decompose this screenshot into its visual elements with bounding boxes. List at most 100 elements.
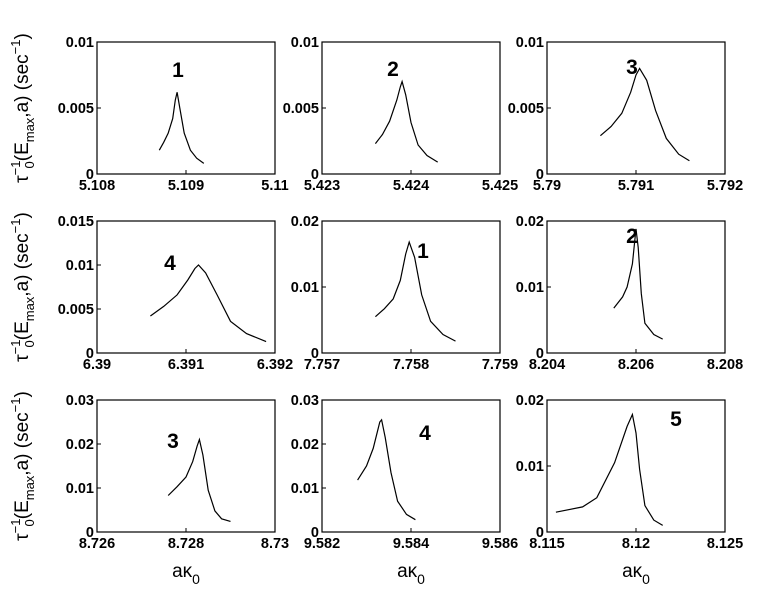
panel-2-frame: [321, 41, 501, 175]
x-tick-label: 5.791: [618, 178, 654, 194]
y-tick-label: 0: [536, 167, 544, 183]
x-axis-labels: aκ0 aκ0 aκ0: [172, 561, 650, 587]
panel-1-curve: [158, 92, 205, 164]
x-tick-label: 5.79: [533, 178, 561, 194]
y-axis-label-row-1: τ−10(Emax,a) (sec−1): [8, 33, 37, 183]
x-tick-label: 6.391: [168, 357, 204, 373]
y-tick-label: 0.005: [283, 101, 319, 117]
y-axis-label-part: τ: [12, 175, 33, 183]
panel-9-curve: [555, 412, 664, 526]
panel-6: 8.204 8.206 8.208 0 0.01 0.02 2: [516, 214, 743, 373]
x-tick-label: 8.726: [79, 536, 115, 552]
x-tick-label: 8.204: [529, 357, 565, 373]
y-tick-label: 0.02: [516, 214, 544, 230]
y-tick-label: 0.01: [66, 35, 94, 51]
x-tick-label: 8.206: [618, 357, 654, 373]
y-axis-label-part: ): [12, 33, 33, 39]
y-tick-label: 0.005: [58, 101, 94, 117]
x-tick-label: 5.423: [304, 178, 340, 194]
panel-4-frame: [96, 220, 276, 354]
panel-9-frame: [546, 399, 726, 533]
panel-4: 6.39 6.391 6.392 0 0.005 0.01 0.015 4: [58, 214, 293, 373]
y-tick-label: 0.02: [66, 437, 94, 453]
panel-7-label: 3: [167, 430, 179, 453]
panel-3: 5.79 5.791 5.792 0 0.005 0.01 3: [508, 35, 743, 194]
panel-7-frame: [96, 399, 276, 533]
panel-2-label: 2: [387, 58, 399, 81]
y-axis-label-part: τ: [12, 354, 33, 362]
y-tick-label: 0.01: [516, 459, 544, 475]
x-tick-label: 5.792: [707, 178, 743, 194]
y-tick-label: 0.03: [291, 393, 319, 409]
panels-group: 5.108 5.109 5.11 0 0.005 0.01 1 5.423 5.424 5.425…: [58, 35, 743, 552]
panel-5-curve: [375, 240, 456, 342]
y-axis-label-part: (sec: [12, 233, 33, 274]
y-tick-label: 0.02: [516, 393, 544, 409]
panel-8: 9.582 9.584 9.586 0 0.01 0.02 0.03 4: [291, 393, 518, 552]
x-axis-label-col-3: aκ0: [622, 561, 650, 587]
x-tick-label: 9.582: [304, 536, 340, 552]
panel-3-label: 3: [626, 56, 638, 79]
x-tick-label: 8.728: [168, 536, 204, 552]
y-tick-label: 0.01: [291, 280, 319, 296]
y-tick-label: 0.01: [516, 35, 544, 51]
x-axis-label-sub: 0: [417, 571, 425, 587]
y-axis-label-part: ): [12, 391, 33, 397]
y-tick-label: 0: [311, 167, 319, 183]
y-tick-label: 0: [536, 525, 544, 541]
y-axis-label-part: ,a): [12, 275, 33, 297]
panel-1: 5.108 5.109 5.11 0 0.005 0.01 1: [58, 35, 289, 194]
y-tick-label: 0.01: [66, 258, 94, 274]
x-axis-label-main: aκ: [622, 561, 643, 582]
x-axis-label-sub: 0: [192, 571, 200, 587]
x-tick-label: 5.109: [168, 178, 204, 194]
panel-3-curve: [600, 67, 690, 162]
y-tick-label: 0.01: [66, 481, 94, 497]
y-axis-label-part: (E: [12, 321, 33, 340]
x-tick-label: 5.11: [261, 178, 288, 194]
y-axis-label-part: ,a): [12, 454, 33, 476]
y-tick-label: 0: [536, 346, 544, 362]
y-axis-label-part: max: [22, 117, 37, 142]
panel-5-label: 1: [417, 240, 429, 263]
y-tick-label: 0: [86, 346, 94, 362]
y-tick-label: 0.03: [66, 393, 94, 409]
y-tick-label: 0: [86, 167, 94, 183]
y-axis-label-part: 0: [22, 519, 37, 526]
panel-8-label: 4: [419, 422, 431, 445]
x-axis-label-sub: 0: [642, 571, 650, 587]
panel-5-frame: [321, 220, 501, 354]
y-axis-label-part: −1: [8, 339, 23, 354]
x-tick-label: 8.115: [529, 536, 565, 552]
x-axis-label-main: aκ: [172, 561, 193, 582]
panel-1-label: 1: [172, 59, 184, 82]
x-tick-label: 7.759: [482, 357, 518, 373]
y-tick-label: 0.01: [291, 35, 319, 51]
x-tick-label: 6.392: [257, 357, 293, 373]
y-axis-label-part: −1: [8, 218, 23, 233]
x-tick-label: 7.757: [304, 357, 340, 373]
panel-5: 7.757 7.758 7.759 0 0.01 0.02 1: [291, 214, 518, 373]
x-tick-label: 6.39: [83, 357, 111, 373]
y-axis-label-part: 0: [22, 340, 37, 347]
panel-4-label: 4: [164, 252, 176, 275]
x-tick-label: 9.586: [482, 536, 518, 552]
y-axis-label-part: 0: [22, 161, 37, 168]
panel-6-label: 2: [626, 225, 638, 248]
y-axis-label-part: (E: [12, 142, 33, 161]
y-tick-label: 0: [311, 346, 319, 362]
panel-8-frame: [321, 399, 501, 533]
panel-6-curve: [613, 228, 663, 340]
panel-9-label: 5: [670, 408, 682, 431]
y-axis-label-part: ,a): [12, 96, 33, 118]
panel-2-curve: [374, 79, 439, 163]
panel-8-curve: [357, 418, 416, 521]
y-axis-labels: τ−10(Emax,a) (sec−1)τ−10(Emax,a) (sec−1)…: [8, 33, 37, 541]
y-axis-label-part: (sec: [12, 412, 33, 453]
x-tick-label: 8.73: [261, 536, 289, 552]
x-tick-label: 5.424: [393, 178, 429, 194]
y-axis-label-part: max: [22, 475, 37, 500]
y-axis-label-part: max: [22, 296, 37, 321]
y-axis-label-part: −1: [8, 397, 23, 412]
